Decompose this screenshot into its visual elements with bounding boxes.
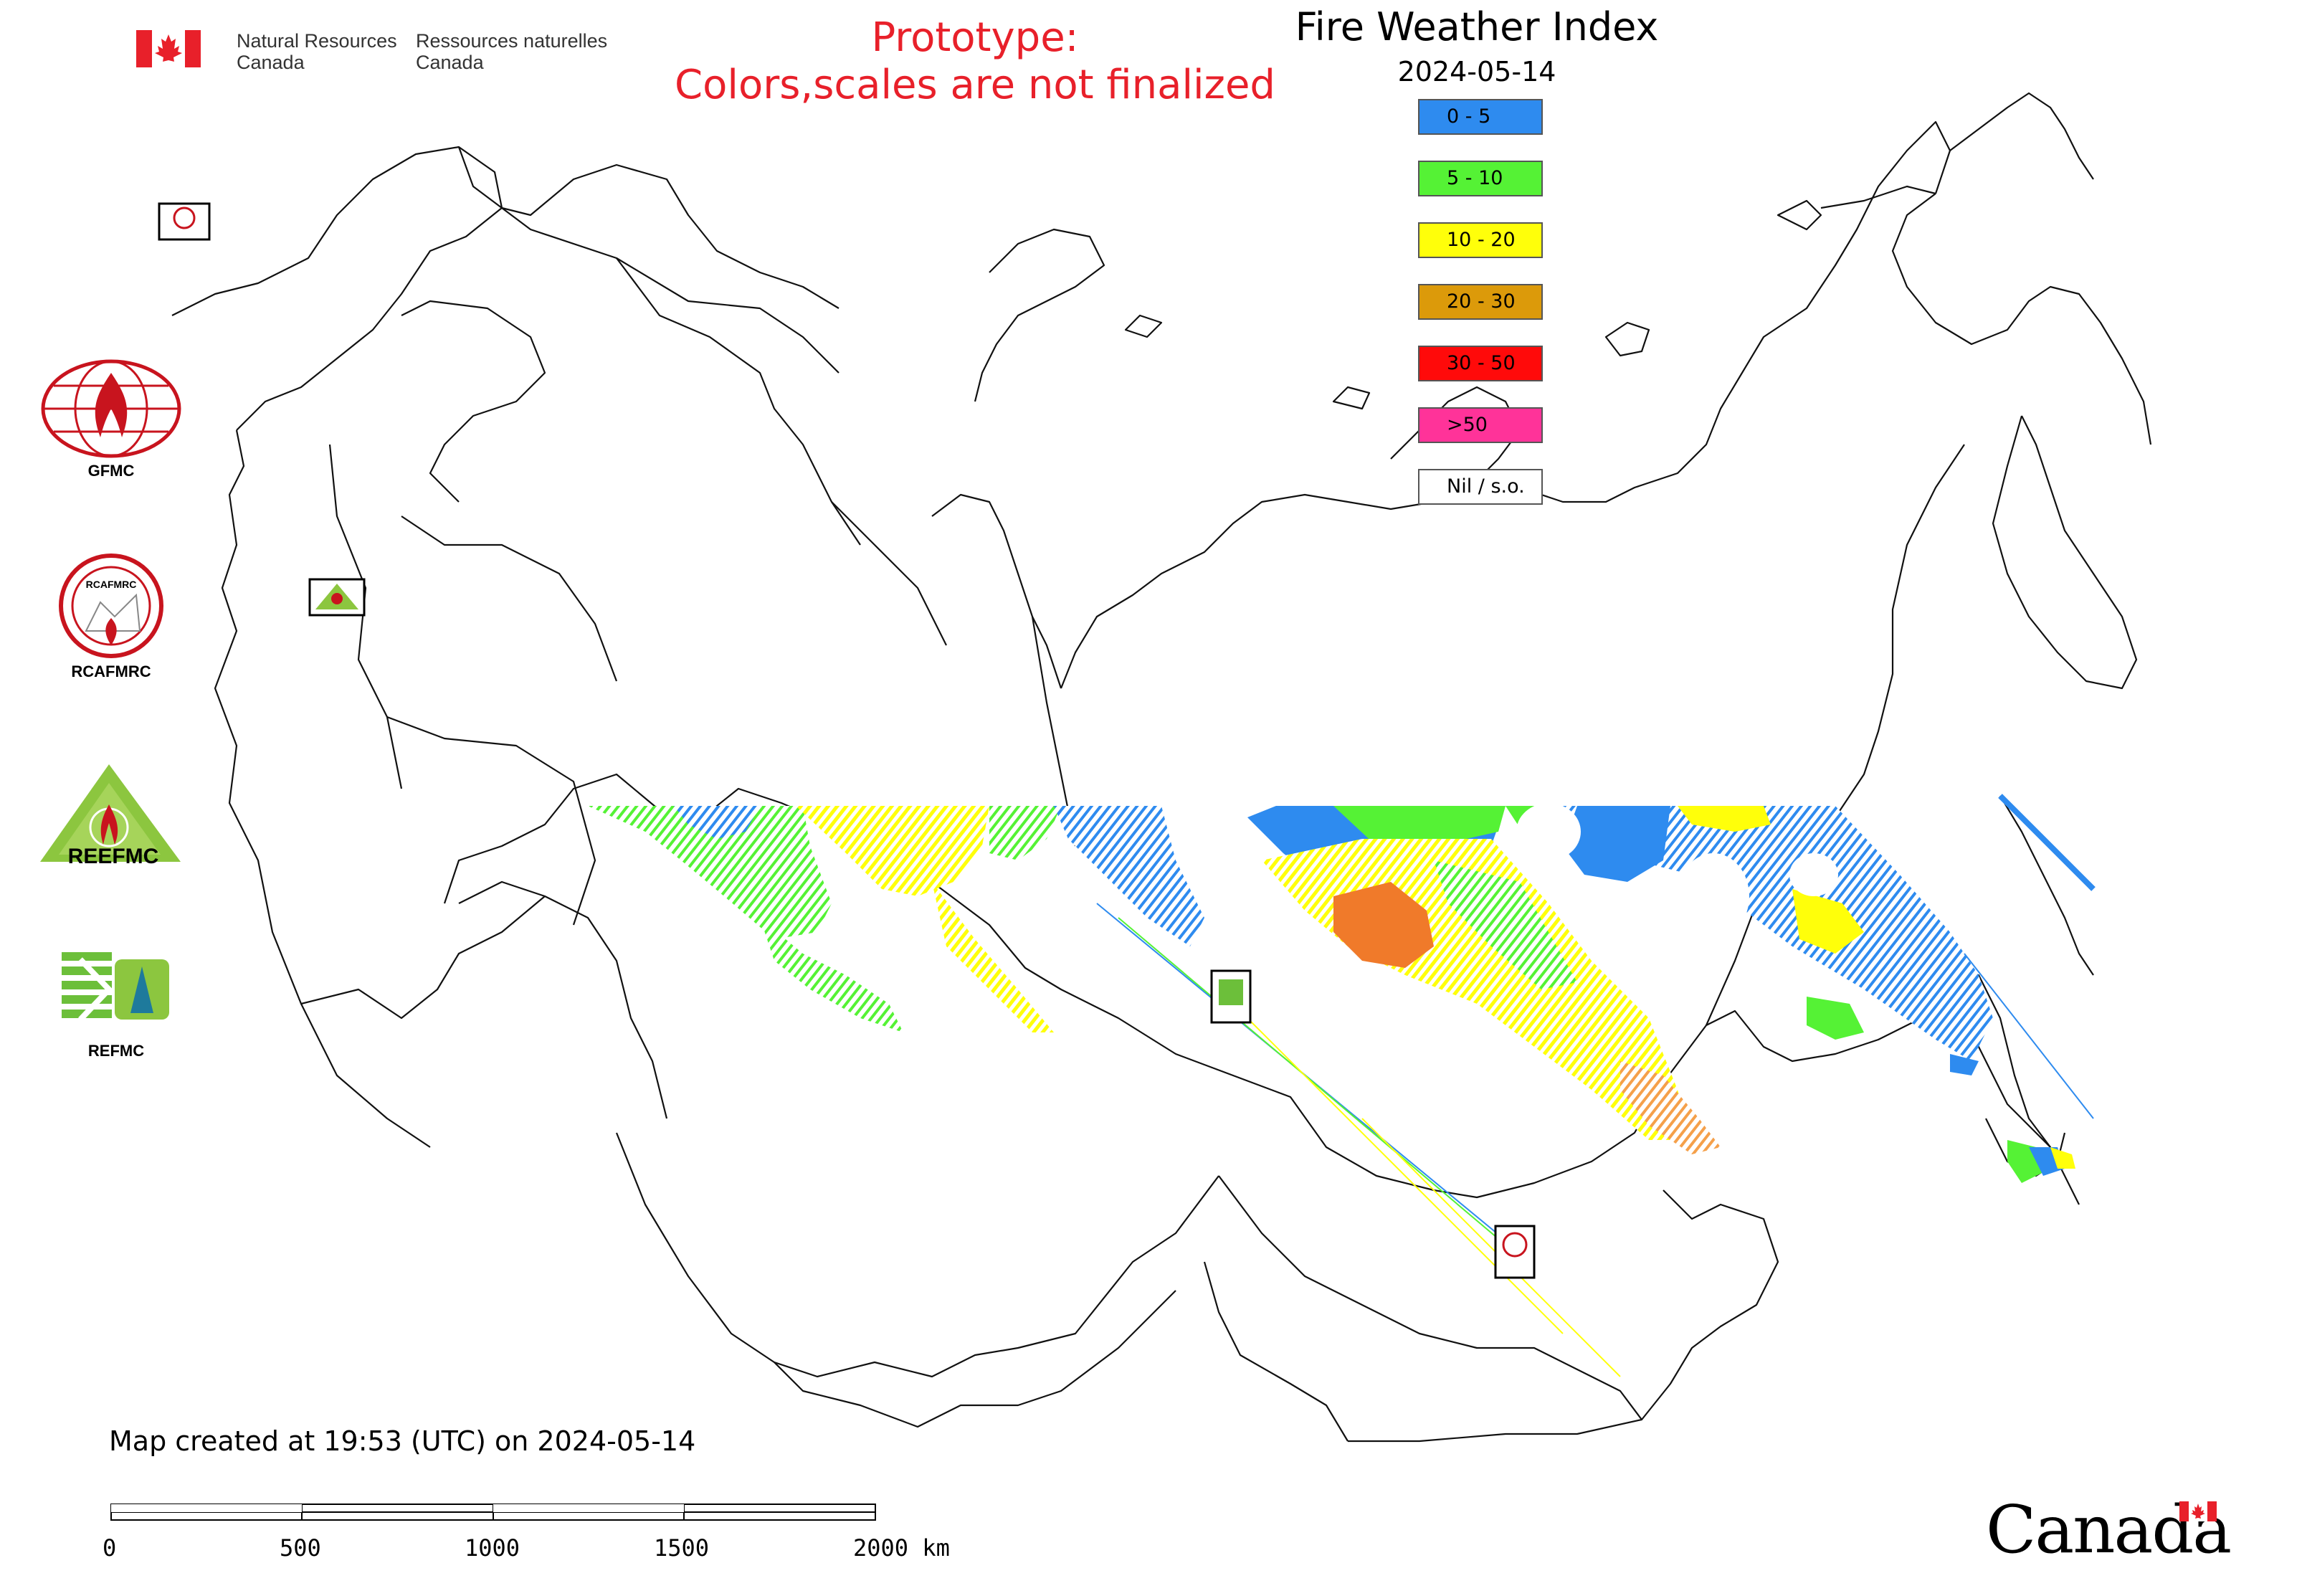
fwi-region-west-green xyxy=(588,806,832,939)
fwi-region-east-orange2 xyxy=(1620,1061,1721,1154)
fwi-region-west-green2 xyxy=(760,918,903,1032)
map-date: 2024-05-14 xyxy=(1397,56,1556,87)
gfmc-logo-icon xyxy=(41,359,181,458)
reefmc-logo-icon: REEFMC xyxy=(40,764,181,868)
fwi-gap-2 xyxy=(1789,853,1838,896)
fwi-region-east-yellow3 xyxy=(1792,889,1864,954)
fwi-region-east-yellow2 xyxy=(1678,806,1771,832)
gfmc-label: GFMC xyxy=(87,462,135,480)
org-name-fr: Ressources naturelles Canada xyxy=(416,30,608,73)
legend-item: 10 - 20 xyxy=(1418,222,1543,258)
scale-label-1000: 1000 xyxy=(465,1534,520,1562)
legend-item: 30 - 50 xyxy=(1418,346,1543,381)
country-boundaries xyxy=(171,92,2152,1443)
rcafmrc-marker xyxy=(1494,1225,1536,1279)
legend-item: 0 - 5 xyxy=(1418,99,1543,135)
rcafmrc-logo-text: RCAFMRC xyxy=(86,579,137,590)
org-name-en: Natural Resources Canada xyxy=(237,30,397,73)
fwi-region-east-blue4 xyxy=(1950,1054,1979,1075)
fwi-region-east-blue3 xyxy=(1563,806,1670,882)
refmc-logo-icon xyxy=(59,945,173,1035)
fwi-gap-1 xyxy=(1678,853,1749,939)
scale-label-500: 500 xyxy=(280,1534,321,1562)
fwi-region-west-blue xyxy=(674,806,760,839)
fwi-region-east-green2 xyxy=(1434,860,1577,989)
prototype-notice: Prototype: Colors,scales are not finaliz… xyxy=(675,14,1275,108)
fwi-region-east-blue2 xyxy=(1549,806,1993,1061)
legend-item: 20 - 30 xyxy=(1418,284,1543,320)
fwi-region-east-orange xyxy=(1333,882,1434,968)
fwi-region-west-yellow xyxy=(796,806,989,896)
map-logo-markers xyxy=(158,202,1536,1279)
reefmc-logo: REEFMC xyxy=(37,761,191,872)
scale-label-1500: 1500 xyxy=(654,1534,710,1562)
gfmc-logo: GFMC xyxy=(39,358,183,480)
refmc-logo: REFMC xyxy=(59,945,173,1060)
scale-label-0: 0 xyxy=(103,1534,117,1562)
fwi-region-west-yellow2 xyxy=(932,882,1054,1032)
fwi-gap-3 xyxy=(1516,803,1581,860)
fwi-data-field xyxy=(588,794,2096,1377)
fwi-region-fareast xyxy=(2007,1140,2050,1183)
map-logo-marker-glyphs xyxy=(173,206,1528,1258)
fwi-region-west-blue2 xyxy=(1054,806,1204,946)
canada-wordmark-flag-icon xyxy=(2179,1501,2217,1521)
scale-bar xyxy=(110,1504,876,1521)
map-title: Fire Weather Index xyxy=(1295,4,1659,49)
rcafmrc-logo: RCAFMRC RCAFMRC xyxy=(57,552,168,681)
rcafmrc-logo-icon: RCAFMRC xyxy=(59,554,163,658)
map-created-timestamp: Map created at 19:53 (UTC) on 2024-05-14 xyxy=(109,1425,696,1457)
refmc-label: REFMC xyxy=(87,1042,145,1060)
fwi-region-fareast-yellow xyxy=(2050,1147,2075,1169)
fwi-region-east-green xyxy=(1333,806,1506,846)
gfmc-marker xyxy=(158,202,211,241)
legend-item: Nil / s.o. xyxy=(1418,469,1543,505)
scale-label-2000: 2000 km xyxy=(853,1534,950,1562)
legend-item: >50 xyxy=(1418,407,1543,443)
legend-item: 5 - 10 xyxy=(1418,161,1543,196)
fwi-region-east-green4 xyxy=(1807,997,1864,1040)
reefmc-logo-text: REEFMC xyxy=(68,845,159,868)
rcafmrc-label: RCAFMRC xyxy=(71,662,151,680)
fwi-region-west-green3 xyxy=(989,806,1061,860)
canada-flag-icon xyxy=(136,30,201,67)
